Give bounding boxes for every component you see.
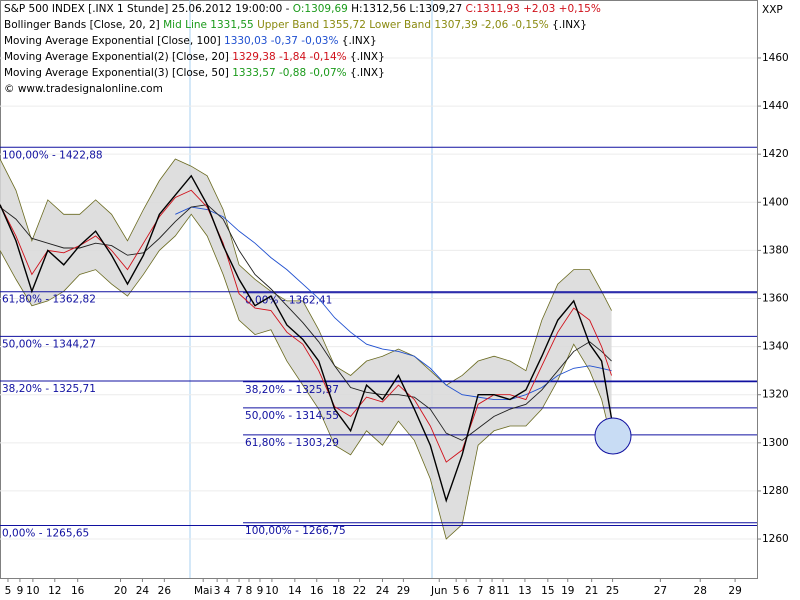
- fib-label: 0,00% - 1362,41: [245, 295, 332, 307]
- plot-frame: [0, 0, 758, 579]
- highlight-circle: [594, 417, 632, 455]
- x-tick-label: 29: [728, 585, 741, 597]
- fib-label: 38,20% - 1325,71: [2, 383, 96, 395]
- x-tick-label: 12: [48, 585, 61, 597]
- legend-line: © www.tradesignalonline.com: [4, 83, 163, 95]
- legend-line: Moving Average Exponential [Close, 100] …: [4, 35, 377, 47]
- x-tick-label: 7: [477, 585, 484, 597]
- fib-label: 100,00% - 1266,75: [245, 525, 346, 537]
- fib-label: 100,00% - 1422,88: [2, 149, 103, 161]
- x-tick-label: 27: [654, 585, 667, 597]
- x-tick-label: 24: [136, 585, 150, 597]
- series-line: [0, 174, 613, 503]
- legend-text: Moving Average Exponential [Close, 100]: [4, 35, 224, 47]
- x-tick-label: 29: [397, 585, 410, 597]
- fib-label: 61,80% - 1303,29: [245, 437, 339, 449]
- y-tick-label: 1380: [762, 244, 789, 256]
- legend-line: S&P 500 INDEX [.INX 1 Stunde] 25.06.2012…: [4, 3, 601, 15]
- x-tick-label: 9: [257, 585, 264, 597]
- x-tick-label: 19: [561, 585, 574, 597]
- x-tick-label: 21: [585, 585, 598, 597]
- x-tick-label: 14: [288, 585, 302, 597]
- x-tick-label: 8: [489, 585, 496, 597]
- y-tick-label: 1340: [762, 341, 789, 353]
- legend-text: © www.tradesignalonline.com: [4, 83, 163, 95]
- x-tick-label: 16: [71, 585, 85, 597]
- fib-label: 61,80% - 1362,82: [2, 294, 96, 306]
- x-tick-label: 6: [463, 585, 470, 597]
- fib-label: 50,00% - 1314,55: [245, 410, 339, 422]
- x-tick-label: 25: [606, 585, 619, 597]
- x-tick-label: Jun: [430, 585, 447, 597]
- y-tick-label: 1400: [762, 196, 789, 208]
- x-tick-label: 10: [26, 585, 39, 597]
- legend-text: Moving Average Exponential(2) [Close, 20…: [4, 51, 232, 63]
- legend-text: H:1312,56 L:1309,27: [348, 3, 466, 15]
- y-tick-label: 1260: [762, 533, 789, 545]
- x-tick-label: 7: [236, 585, 243, 597]
- x-tick-label: 8: [246, 585, 253, 597]
- legend-text: Moving Average Exponential(3) [Close, 50…: [4, 67, 232, 79]
- legend-text: {.INX}: [347, 67, 385, 79]
- y-tick-label: 1280: [762, 485, 789, 497]
- x-tick-label: 24: [376, 585, 390, 597]
- y-tick-label: 1360: [762, 293, 789, 305]
- legend-text: O:1309,69: [293, 3, 348, 15]
- legend-text: Upper Band 1355,72 Lower Band 1307,39 -2…: [254, 19, 549, 31]
- x-tick-label: 26: [158, 585, 172, 597]
- legend-text: {.INX}: [549, 19, 587, 31]
- legend-text: {.INX}: [347, 51, 385, 63]
- x-tick-label: 5: [453, 585, 460, 597]
- x-tick-label: 5: [5, 585, 12, 597]
- x-tick-label: 15: [541, 585, 554, 597]
- x-tick-label: 3: [214, 585, 221, 597]
- band-lower: [0, 213, 612, 540]
- corner-label: XXP: [762, 4, 783, 16]
- fib-label: 50,00% - 1344,27: [2, 338, 96, 350]
- x-tick-label: 13: [518, 585, 531, 597]
- x-tick-label: 9: [17, 585, 24, 597]
- legend-text: {.INX}: [338, 35, 376, 47]
- y-tick-label: 1300: [762, 437, 789, 449]
- legend-text: 1330,03 -0,37 -0,03%: [224, 35, 338, 47]
- x-tick-label: 4: [224, 585, 231, 597]
- y-tick-label: 1420: [762, 148, 789, 160]
- y-tick-label: 1460: [762, 52, 789, 64]
- x-tick-label: 18: [332, 585, 345, 597]
- fib-label: 38,20% - 1325,37: [245, 384, 339, 396]
- legend-line: Moving Average Exponential(3) [Close, 50…: [4, 67, 385, 79]
- band-upper: [0, 158, 612, 386]
- legend-text: S&P 500 INDEX [.INX 1 Stunde] 25.06.2012…: [4, 3, 293, 15]
- legend-line: Moving Average Exponential(2) [Close, 20…: [4, 51, 385, 63]
- x-tick-label: 28: [694, 585, 707, 597]
- legend-text: Mid Line 1331,55: [163, 19, 254, 31]
- legend-text: 1333,57 -0,88 -0,07%: [232, 67, 346, 79]
- x-tick-label: 10: [265, 585, 278, 597]
- x-tick-label: 20: [114, 585, 127, 597]
- x-tick-label: 11: [496, 585, 509, 597]
- legend-text: 1329,38 -1,84 -0,14%: [232, 51, 346, 63]
- x-tick-label: 22: [353, 585, 366, 597]
- y-tick-label: 1440: [762, 100, 789, 112]
- fib-label: 0,00% - 1265,65: [2, 527, 89, 539]
- y-tick-label: 1320: [762, 389, 789, 401]
- legend-text: C:1311,93 +2,03 +0,15%: [466, 3, 601, 15]
- x-tick-label: Mai: [194, 585, 212, 597]
- legend-line: Bollinger Bands [Close, 20, 2] Mid Line …: [4, 19, 587, 31]
- x-tick-label: 16: [310, 585, 324, 597]
- legend-text: Bollinger Bands [Close, 20, 2]: [4, 19, 163, 31]
